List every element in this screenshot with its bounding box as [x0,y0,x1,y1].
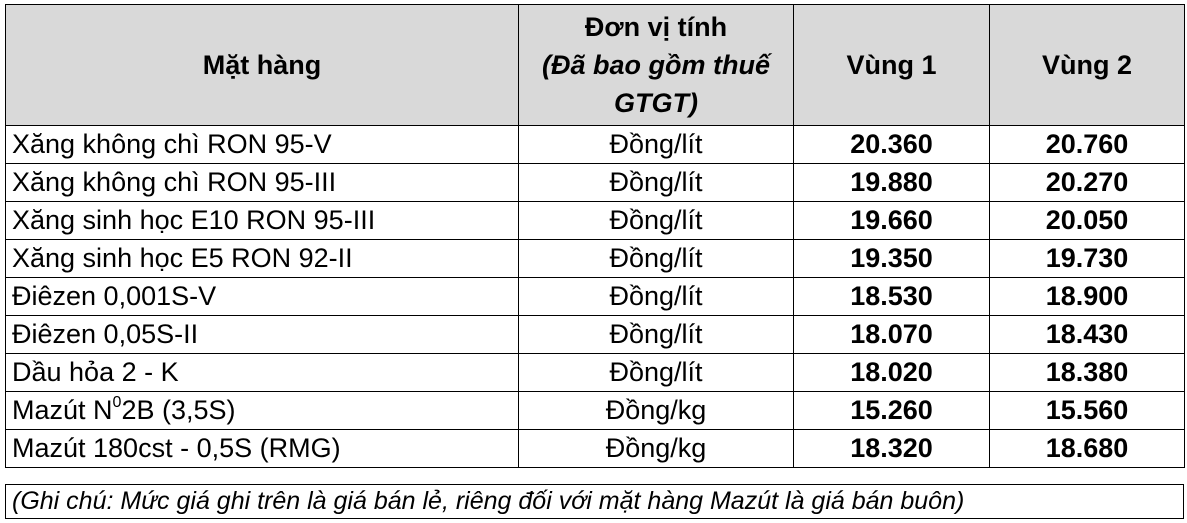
unit-cell: Đồng/lít [518,125,794,164]
price-region-2: 18.380 [989,353,1185,392]
price-region-1: 19.660 [793,201,990,240]
footnote: (Ghi chú: Mức giá ghi trên là giá bán lẻ… [5,484,1184,519]
table-row: Xăng không chì RON 95-V Đồng/lít 20.360 … [5,125,1185,164]
unit-cell: Đồng/lít [518,201,794,240]
price-region-2: 20.050 [989,201,1185,240]
unit-cell: Đồng/lít [518,277,794,316]
header-unit-line2: (Đã bao gồm thuế [542,50,770,80]
header-item: Mặt hàng [5,4,519,126]
header-unit-line3: GTGT) [614,88,698,118]
price-region-1: 18.020 [793,353,990,392]
price-region-1: 18.070 [793,315,990,354]
header-unit: Đơn vị tính (Đã bao gồm thuế GTGT) [518,4,794,126]
price-region-1: 15.260 [793,391,990,430]
price-region-2: 18.900 [989,277,1185,316]
price-region-2: 20.760 [989,125,1185,164]
table-row: Mazút 180cst - 0,5S (RMG) Đồng/kg 18.320… [5,429,1185,468]
price-region-1: 20.360 [793,125,990,164]
price-region-2: 19.730 [989,239,1185,278]
product-name-superscript: 0 [112,394,122,411]
header-row: Mặt hàng Đơn vị tính (Đã bao gồm thuế GT… [5,4,1185,126]
unit-cell: Đồng/kg [518,429,794,468]
header-region-1: Vùng 1 [793,4,990,126]
table-row: Điêzen 0,001S-V Đồng/lít 18.530 18.900 [5,277,1185,316]
price-region-1: 19.880 [793,163,990,202]
product-name: Xăng không chì RON 95-III [5,163,519,202]
product-name: Mazút 180cst - 0,5S (RMG) [5,429,519,468]
unit-cell: Đồng/lít [518,163,794,202]
table-row: Mazút N02B (3,5S) Đồng/kg 15.260 15.560 [5,391,1185,430]
product-name: Dầu hỏa 2 - K [5,353,519,392]
table-row: Dầu hỏa 2 - K Đồng/lít 18.020 18.380 [5,353,1185,392]
table-row: Điêzen 0,05S-II Đồng/lít 18.070 18.430 [5,315,1185,354]
product-name: Điêzen 0,001S-V [5,277,519,316]
product-name-prefix: Mazút N [12,395,113,425]
unit-cell: Đồng/lít [518,315,794,354]
price-region-1: 19.350 [793,239,990,278]
price-region-2: 20.270 [989,163,1185,202]
unit-cell: Đồng/lít [518,239,794,278]
header-unit-line1: Đơn vị tính [584,12,728,42]
price-region-2: 18.430 [989,315,1185,354]
price-region-1: 18.530 [793,277,990,316]
product-name-suffix: 2B (3,5S) [121,395,236,425]
price-region-2: 15.560 [989,391,1185,430]
table-row: Xăng không chì RON 95-III Đồng/lít 19.88… [5,163,1185,202]
fuel-price-table: Mặt hàng Đơn vị tính (Đã bao gồm thuế GT… [5,4,1185,468]
product-name: Mazút N02B (3,5S) [5,391,519,430]
table-row: Xăng sinh học E5 RON 92-II Đồng/lít 19.3… [5,239,1185,278]
table-row: Xăng sinh học E10 RON 95-III Đồng/lít 19… [5,201,1185,240]
unit-cell: Đồng/lít [518,353,794,392]
header-region-2: Vùng 2 [989,4,1185,126]
product-name: Xăng sinh học E5 RON 92-II [5,239,519,278]
unit-cell: Đồng/kg [518,391,794,430]
product-name: Xăng không chì RON 95-V [5,125,519,164]
product-name: Điêzen 0,05S-II [5,315,519,354]
price-region-1: 18.320 [793,429,990,468]
product-name: Xăng sinh học E10 RON 95-III [5,201,519,240]
price-region-2: 18.680 [989,429,1185,468]
